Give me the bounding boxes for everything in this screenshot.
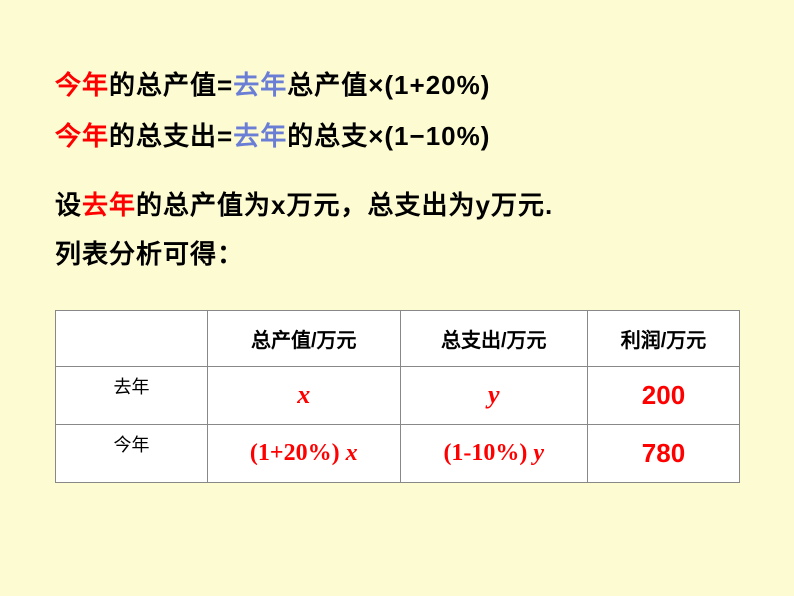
- expr-expense: (1-10%) y: [443, 440, 544, 466]
- text-this-year: 今年: [55, 121, 109, 151]
- text-rest1: 的总产值为x万元，总支出为y万元.: [136, 190, 553, 220]
- paragraph-setup: 设去年的总产值为x万元，总支出为y万元. 列表分析可得：: [55, 181, 739, 280]
- table-header-row: 总产值/万元 总支出/万元 利润/万元: [56, 310, 740, 366]
- text-she: 设: [55, 190, 82, 220]
- col-header-expense: 总支出/万元: [400, 310, 587, 366]
- formula-line-2: 今年的总支出=去年的总支×(1−10%): [55, 116, 739, 153]
- table-row-this-year: 今年 (1+20%) x (1-10%) y 780: [56, 424, 740, 482]
- text-last-year: 去年: [233, 121, 287, 151]
- analysis-table: 总产值/万元 总支出/万元 利润/万元 去年 x y 200 今年 (1+20%…: [55, 310, 740, 483]
- expr-output: (1+20%) x: [250, 440, 358, 466]
- cell-last-output: x: [208, 366, 401, 424]
- value-200: 200: [642, 380, 685, 410]
- cell-this-output: (1+20%) x: [208, 424, 401, 482]
- text-last-year: 去年: [82, 190, 136, 220]
- value-780: 780: [642, 438, 685, 468]
- row-label-last-year: 去年: [56, 366, 208, 424]
- col-header-output: 总产值/万元: [208, 310, 401, 366]
- table-row-last-year: 去年 x y 200: [56, 366, 740, 424]
- value-x: x: [297, 380, 310, 409]
- text-eq1a: 的总产值=: [109, 70, 233, 100]
- cell-this-profit: 780: [587, 424, 739, 482]
- text-eq1b: 总产值×(1+20%): [287, 70, 490, 100]
- text-eq2a: 的总支出=: [109, 121, 233, 151]
- text-last-year: 去年: [233, 70, 287, 100]
- cell-this-expense: (1-10%) y: [400, 424, 587, 482]
- col-header-profit: 利润/万元: [587, 310, 739, 366]
- formula-line-1: 今年的总产值=去年总产值×(1+20%): [55, 65, 739, 102]
- cell-last-profit: 200: [587, 366, 739, 424]
- text-this-year: 今年: [55, 70, 109, 100]
- col-header-empty: [56, 310, 208, 366]
- text-rest2: 列表分析可得：: [55, 239, 244, 269]
- value-y: y: [488, 380, 500, 409]
- row-label-this-year: 今年: [56, 424, 208, 482]
- analysis-table-container: 总产值/万元 总支出/万元 利润/万元 去年 x y 200 今年 (1+20%…: [55, 310, 740, 483]
- text-eq2b: 的总支×(1−10%): [287, 121, 490, 151]
- cell-last-expense: y: [400, 366, 587, 424]
